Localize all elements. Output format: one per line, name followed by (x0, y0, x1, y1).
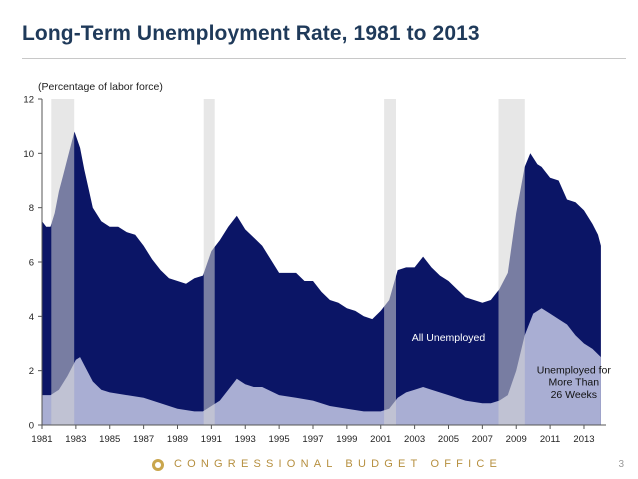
annotation-label-0: All Unemployed (412, 332, 486, 344)
slide-title: Long-Term Unemployment Rate, 1981 to 201… (22, 22, 480, 45)
page-number: 3 (618, 459, 624, 470)
title-underline (22, 58, 626, 59)
recession-band-0 (51, 99, 75, 425)
x-tick-label: 2001 (370, 434, 391, 445)
x-tick-label: 1997 (302, 434, 323, 445)
x-tick-label: 1985 (99, 434, 120, 445)
y-tick-label: 0 (29, 421, 34, 432)
x-tick-label: 2011 (540, 434, 560, 445)
cbo-logo-icon (152, 459, 164, 471)
x-tick-label: 2003 (404, 434, 425, 445)
recession-shading-group (51, 99, 525, 425)
y-tick-label: 2 (29, 366, 34, 377)
y-tick-label: 10 (23, 149, 34, 160)
labels-group: (Percentage of labor force) All Unemploye… (38, 81, 611, 401)
series-area-0 (42, 131, 601, 425)
recession-band-2 (384, 99, 396, 425)
axes-group: 1981 1983 1985 1987 1989 1991 1993 1995 1997 1999… (23, 95, 606, 445)
y-unit-label: (Percentage of labor force) (38, 81, 163, 93)
x-tick-label: 2009 (506, 434, 527, 445)
x-tick-label: 1991 (201, 434, 222, 445)
footer: CONGRESSIONAL BUDGET OFFICE 3 (0, 456, 638, 476)
x-tick-label: 1983 (65, 434, 86, 445)
x-tick-label: 1989 (167, 434, 188, 445)
x-tick-label: 2013 (573, 434, 594, 445)
y-tick-label: 4 (29, 312, 34, 323)
x-tick-label: 2005 (438, 434, 459, 445)
footer-agency-name: CONGRESSIONAL BUDGET OFFICE (174, 458, 503, 470)
y-tick-label: 8 (29, 203, 34, 214)
series-area-1 (42, 308, 601, 425)
x-tick-label: 2007 (472, 434, 493, 445)
x-tick-label: 1993 (235, 434, 256, 445)
series-areas-group (42, 131, 601, 425)
x-tick-label: 1981 (31, 434, 52, 445)
annotation-label-1: Unemployed for (537, 364, 612, 376)
y-tick-label: 6 (29, 258, 34, 269)
recession-band-1 (203, 99, 215, 425)
annotation-label-2: More Than (549, 377, 600, 389)
recession-band-3 (498, 99, 525, 425)
x-tick-label: 1999 (336, 434, 357, 445)
y-tick-label: 12 (23, 95, 34, 106)
x-tick-label: 1987 (133, 434, 154, 445)
x-tick-label: 1995 (269, 434, 290, 445)
annotation-label-3: 26 Weeks (551, 389, 598, 401)
